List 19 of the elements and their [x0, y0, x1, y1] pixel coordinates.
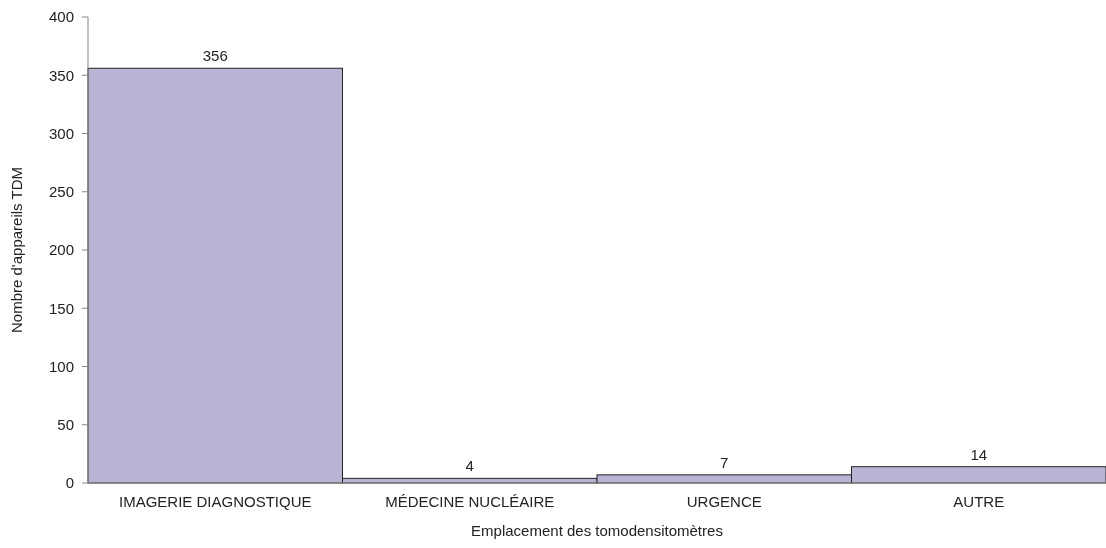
y-axis-title: Nombre d'appareils TDM: [8, 167, 25, 333]
y-tick-label: 300: [48, 124, 74, 142]
y-tick-label: 150: [48, 299, 74, 317]
data-label: 4: [465, 457, 474, 475]
data-label: 7: [720, 453, 729, 471]
x-axis-title: Emplacement des tomodensitomètres: [471, 522, 723, 539]
y-tick-label: 0: [65, 474, 74, 492]
x-tick-label: MÉDECINE NUCLÉAIRE: [385, 493, 555, 510]
y-tick-label: 400: [48, 8, 74, 26]
y-tick-label: 100: [48, 357, 74, 375]
x-tick-label: IMAGERIE DIAGNOSTIQUE: [118, 493, 312, 510]
y-tick-label: 200: [48, 241, 74, 259]
data-label: 14: [970, 445, 988, 463]
x-tick-label: URGENCE: [686, 493, 762, 510]
y-tick-label: 250: [48, 183, 74, 200]
y-tick-label: 50: [57, 416, 74, 433]
y-tick-label: 350: [48, 66, 74, 84]
x-tick-label: AUTRE: [953, 493, 1005, 510]
data-label: 356: [202, 47, 228, 65]
